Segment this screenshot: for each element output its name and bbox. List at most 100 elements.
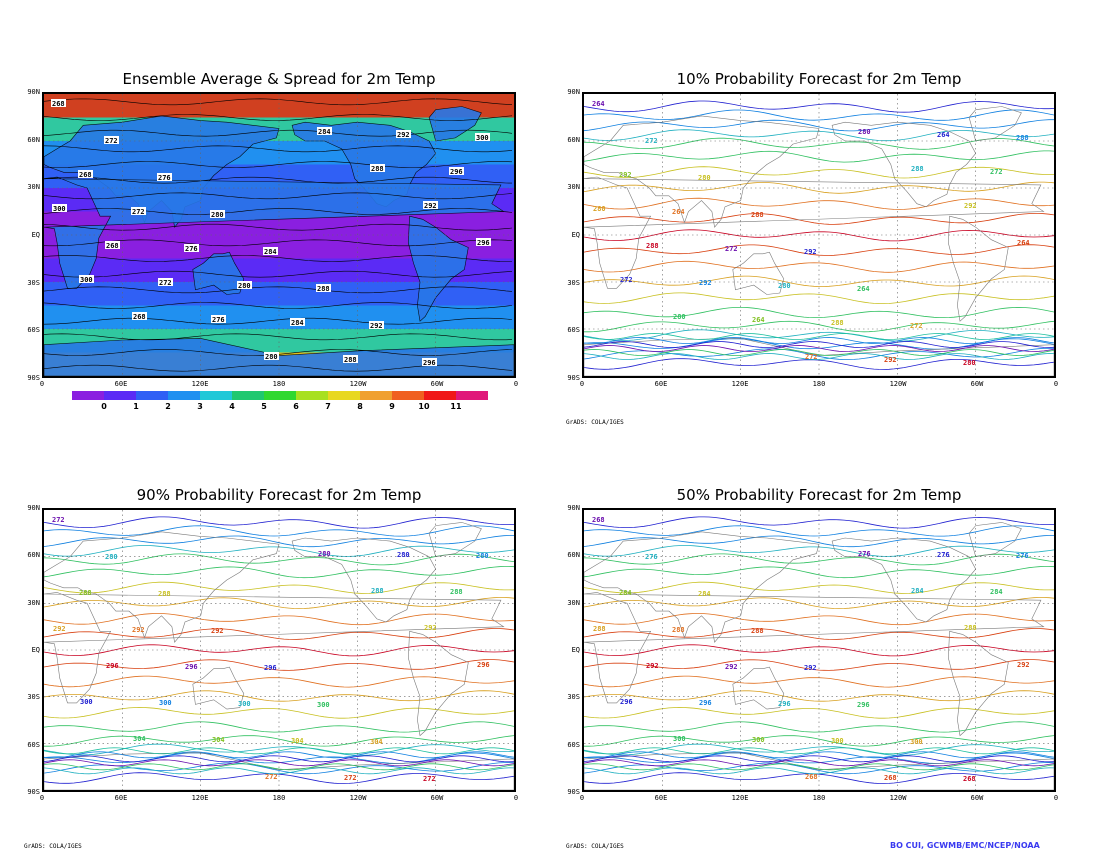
colorbar-swatch (136, 391, 168, 400)
lon-label: 120W (349, 794, 367, 802)
contour-label-bg (263, 247, 278, 255)
coastline (968, 522, 1022, 558)
contour-label: 268 (106, 242, 119, 250)
contour-label: 280 (963, 359, 976, 367)
contour-label: 272 (132, 208, 145, 216)
grads-credit-bottom-right: GrADS: COLA/IGES (566, 843, 624, 850)
contour-label: 300 (910, 738, 923, 746)
lon-label: 180 (812, 380, 826, 388)
colorbar-label: 6 (293, 402, 299, 411)
contour-label: 292 (646, 662, 659, 670)
contour-label: 292 (725, 663, 738, 671)
contour-label: 288 (646, 242, 659, 250)
contour-label: 296 (778, 700, 791, 708)
lon-label: 120E (731, 380, 749, 388)
isotherm-line (44, 525, 514, 537)
lat-label: 90N (27, 88, 40, 96)
lon-label: 60W (430, 380, 444, 388)
lat-label: 90N (27, 504, 40, 512)
contour-label: 288 (371, 165, 384, 173)
contour-label: 292 (804, 248, 817, 256)
isotherm-line (44, 114, 513, 121)
contour-label: 268 (52, 100, 65, 108)
contour-label: 288 (672, 626, 685, 634)
contour-label: 284 (911, 587, 924, 595)
lon-label: 0 (579, 380, 585, 388)
contour-label: 300 (238, 700, 251, 708)
contour-label: 272 (105, 137, 118, 145)
land-outline (192, 251, 245, 295)
colorbar-swatch (360, 391, 392, 400)
contour-label: 280 (105, 553, 118, 561)
contour-label: 292 (619, 171, 632, 179)
isotherm-line (584, 292, 1054, 304)
contour-label-bg (78, 170, 93, 178)
contour-label: 280 (238, 282, 251, 290)
contour-label: 300 (159, 699, 172, 707)
contour-label: 284 (318, 128, 331, 136)
lat-label: 30N (27, 598, 40, 607)
contour-label: 280 (593, 205, 606, 213)
contour-label: 296 (106, 662, 119, 670)
lat-label: 30N (567, 183, 580, 192)
coastline (428, 522, 482, 558)
isotherm-line (44, 176, 513, 184)
lon-label: 0 (1053, 794, 1059, 802)
contour-label-bg (370, 164, 385, 172)
lat-label: 90S (27, 374, 40, 382)
contour-label: 268 (805, 773, 818, 781)
lon-label: 0 (39, 794, 45, 802)
contour-label: 292 (699, 279, 712, 287)
colorbar-swatch (72, 391, 104, 400)
contour-label: 300 (752, 736, 765, 744)
isotherm-line (584, 181, 1054, 194)
contour-label: 284 (619, 589, 632, 597)
lat-label: 60S (567, 326, 580, 335)
isotherm-line (44, 98, 513, 106)
isotherm-line (584, 349, 1054, 356)
contour-label: 296 (477, 239, 490, 247)
contour-label: 280 (265, 353, 278, 361)
contour-label: 264 (752, 316, 765, 324)
contour-label: 288 (964, 624, 977, 632)
contour-label-bg (105, 241, 120, 249)
lon-label: 120E (191, 380, 209, 388)
lon-label: 60W (970, 380, 984, 388)
isotherm-line (44, 239, 513, 247)
isotherm-line (584, 516, 1054, 529)
coastline (584, 531, 820, 643)
isotherm-line (44, 516, 514, 529)
lon-label: 180 (272, 794, 286, 802)
coastline (968, 106, 1022, 142)
contour-label: 272 (910, 322, 923, 330)
contour-label-bg (158, 278, 173, 286)
lat-label: 60S (27, 326, 40, 335)
contour-label: 304 (370, 738, 383, 746)
contour-label: 276 (185, 245, 198, 253)
colorbar-swatch (456, 391, 488, 400)
contour-label: 300 (80, 276, 93, 284)
lon-label: 0 (579, 794, 585, 802)
contour-label: 264 (1017, 239, 1030, 247)
contour-label-bg (132, 312, 147, 320)
contour-label: 268 (133, 313, 146, 321)
contour-label: 272 (52, 516, 65, 524)
contour-label: 292 (53, 625, 66, 633)
panel-title-spread: Ensemble Average & Spread for 2m Temp (122, 70, 436, 88)
contour-label: 288 (450, 588, 463, 596)
coastline (44, 531, 280, 643)
contour-label: 276 (1016, 552, 1029, 560)
contour-label: 296 (185, 663, 198, 671)
p90-map-canvas: 272 280 288 292 296 300 304 272 280 288 292 296 300 3… (44, 510, 514, 790)
contour-label: 280 (858, 128, 871, 136)
grads-credit-bottom-left: GrADS: COLA/IGES (24, 843, 82, 850)
coastline (732, 251, 785, 295)
lon-label: 60E (654, 380, 668, 388)
lat-label: 90S (567, 374, 580, 382)
contour-label: 292 (211, 627, 224, 635)
coastline (44, 592, 505, 704)
colorbar-swatch (168, 391, 200, 400)
lat-label: 60S (567, 740, 580, 749)
lat-label: 90S (567, 788, 580, 796)
contour-label: 296 (477, 661, 490, 669)
